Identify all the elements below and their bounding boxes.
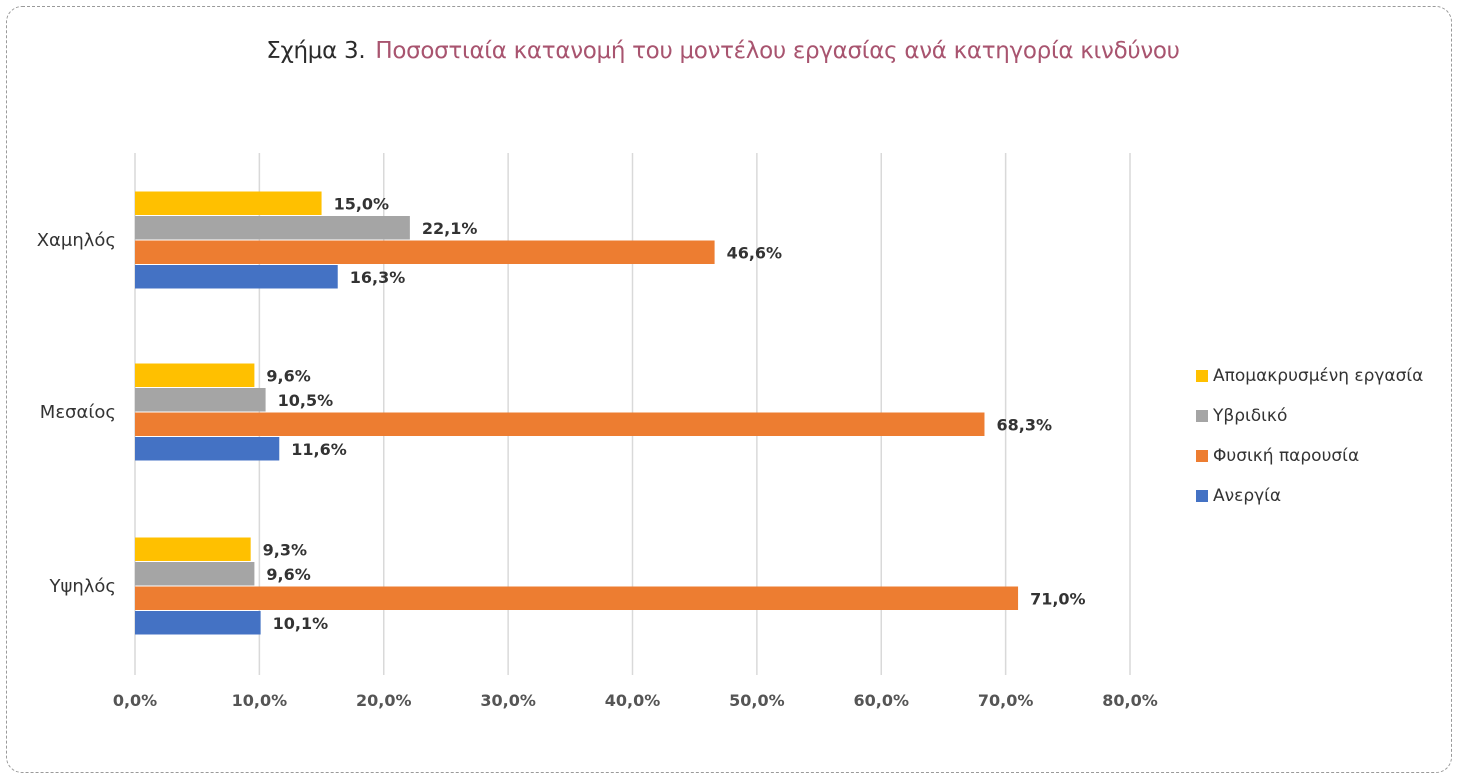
x-tick-label: 70,0% [978, 691, 1034, 710]
category-label: Μεσαίος [40, 402, 116, 423]
bar [135, 412, 985, 436]
bar [135, 240, 715, 264]
bar [135, 437, 280, 461]
x-tick-label: 80,0% [1102, 691, 1158, 710]
bar [135, 537, 251, 561]
category-label: Χαμηλός [37, 230, 116, 251]
data-label: 9,6% [266, 366, 310, 385]
data-label: 46,6% [727, 243, 783, 262]
x-tick-label: 20,0% [356, 691, 412, 710]
legend-swatch [1196, 450, 1208, 462]
data-label: 71,0% [1030, 589, 1086, 608]
bar [135, 562, 255, 586]
bar [135, 586, 1019, 610]
bar [135, 611, 261, 635]
data-label: 9,6% [266, 565, 310, 584]
x-tick-label: 40,0% [605, 691, 661, 710]
figure-frame [6, 6, 1452, 773]
bar [135, 363, 255, 387]
legend-item: Υβριδικό [1196, 396, 1423, 436]
figure-number: Σχήμα 3. [266, 38, 366, 64]
x-tick-label: 60,0% [853, 691, 909, 710]
x-tick-label: 0,0% [113, 691, 157, 710]
data-label: 9,3% [263, 540, 307, 559]
legend-label: Απομακρυσμένη εργασία [1213, 366, 1424, 386]
legend-label: Υβριδικό [1213, 406, 1288, 426]
legend-item: Απομακρυσμένη εργασία [1196, 356, 1423, 396]
bar [135, 216, 410, 240]
data-label: 10,5% [278, 391, 334, 410]
data-label: 16,3% [350, 268, 406, 287]
legend-item: Ανεργία [1196, 476, 1423, 516]
x-tick-label: 50,0% [729, 691, 785, 710]
bar [135, 191, 322, 215]
data-label: 22,1% [422, 219, 478, 238]
legend-label: Ανεργία [1213, 486, 1282, 506]
data-label: 10,1% [273, 614, 329, 633]
legend-swatch [1196, 490, 1208, 502]
bar [135, 265, 338, 289]
data-label: 11,6% [291, 440, 347, 459]
x-tick-label: 30,0% [480, 691, 536, 710]
data-label: 68,3% [996, 415, 1052, 434]
legend-label: Φυσική παρουσία [1213, 446, 1360, 466]
bar [135, 388, 266, 412]
data-label: 15,0% [334, 194, 390, 213]
legend-swatch [1196, 370, 1208, 382]
legend-swatch [1196, 410, 1208, 422]
chart-title: Ποσοστιαία κατανομή του μοντέλου εργασία… [375, 38, 1180, 64]
figure-title: Σχήμα 3. Ποσοστιαία κατανομή του μοντέλου… [0, 38, 1446, 64]
legend-item: Φυσική παρουσία [1196, 436, 1423, 476]
category-label: Υψηλός [48, 576, 116, 597]
x-tick-label: 10,0% [232, 691, 288, 710]
chart-legend: Απομακρυσμένη εργασία Υβριδικό Φυσική παρο… [1196, 356, 1423, 516]
